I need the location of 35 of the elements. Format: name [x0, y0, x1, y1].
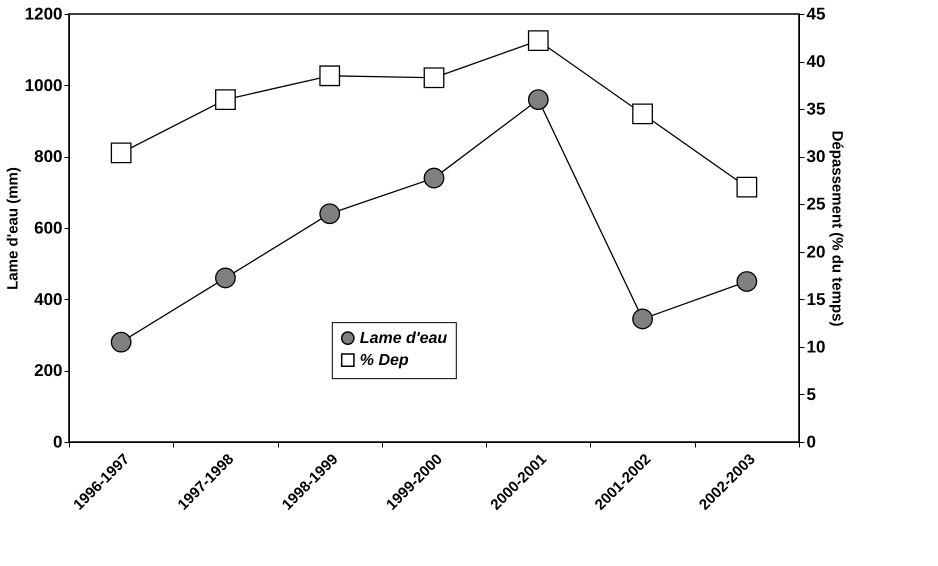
y2-tick-label: 5: [806, 384, 816, 404]
point: [528, 89, 549, 110]
y-tick-label: 200: [34, 361, 62, 380]
point: [424, 168, 444, 188]
y-tick-label: 800: [34, 147, 62, 166]
y2-tick-label: 30: [806, 147, 826, 166]
y2-tick-label: 0: [806, 432, 816, 452]
y2-tick-label: 40: [806, 52, 826, 72]
y-tick-label: 400: [34, 290, 62, 309]
point: [110, 142, 132, 164]
point: [215, 268, 236, 288]
point: [632, 308, 653, 330]
y-tick-label: 1000: [24, 76, 62, 95]
y2-tick-label: 25: [806, 194, 826, 214]
point: [424, 67, 444, 88]
y-tick-label: 600: [34, 218, 62, 238]
y-tick-label: 1200: [24, 4, 62, 24]
y2-tick-label: 10: [806, 337, 826, 356]
legend-label: Lame d'eau: [360, 330, 448, 348]
point: [110, 332, 132, 353]
y2-axis-title: Dépassement (% du temps): [828, 130, 846, 326]
y2-tick-label: 15: [806, 290, 826, 309]
point: [319, 203, 340, 224]
point: [319, 65, 340, 86]
y2-tick-label: 35: [806, 100, 826, 119]
point: [736, 271, 758, 292]
point: [632, 103, 653, 124]
y2-tick-label: 45: [806, 4, 826, 24]
y-axis-title: Lame d'eau (mm): [4, 167, 22, 290]
y2-tick-label: 20: [806, 242, 826, 262]
point: [528, 30, 549, 52]
point: [736, 176, 758, 198]
point: [215, 89, 236, 110]
legend-label: % Dep: [360, 352, 409, 370]
y-tick-label: 0: [53, 432, 62, 452]
